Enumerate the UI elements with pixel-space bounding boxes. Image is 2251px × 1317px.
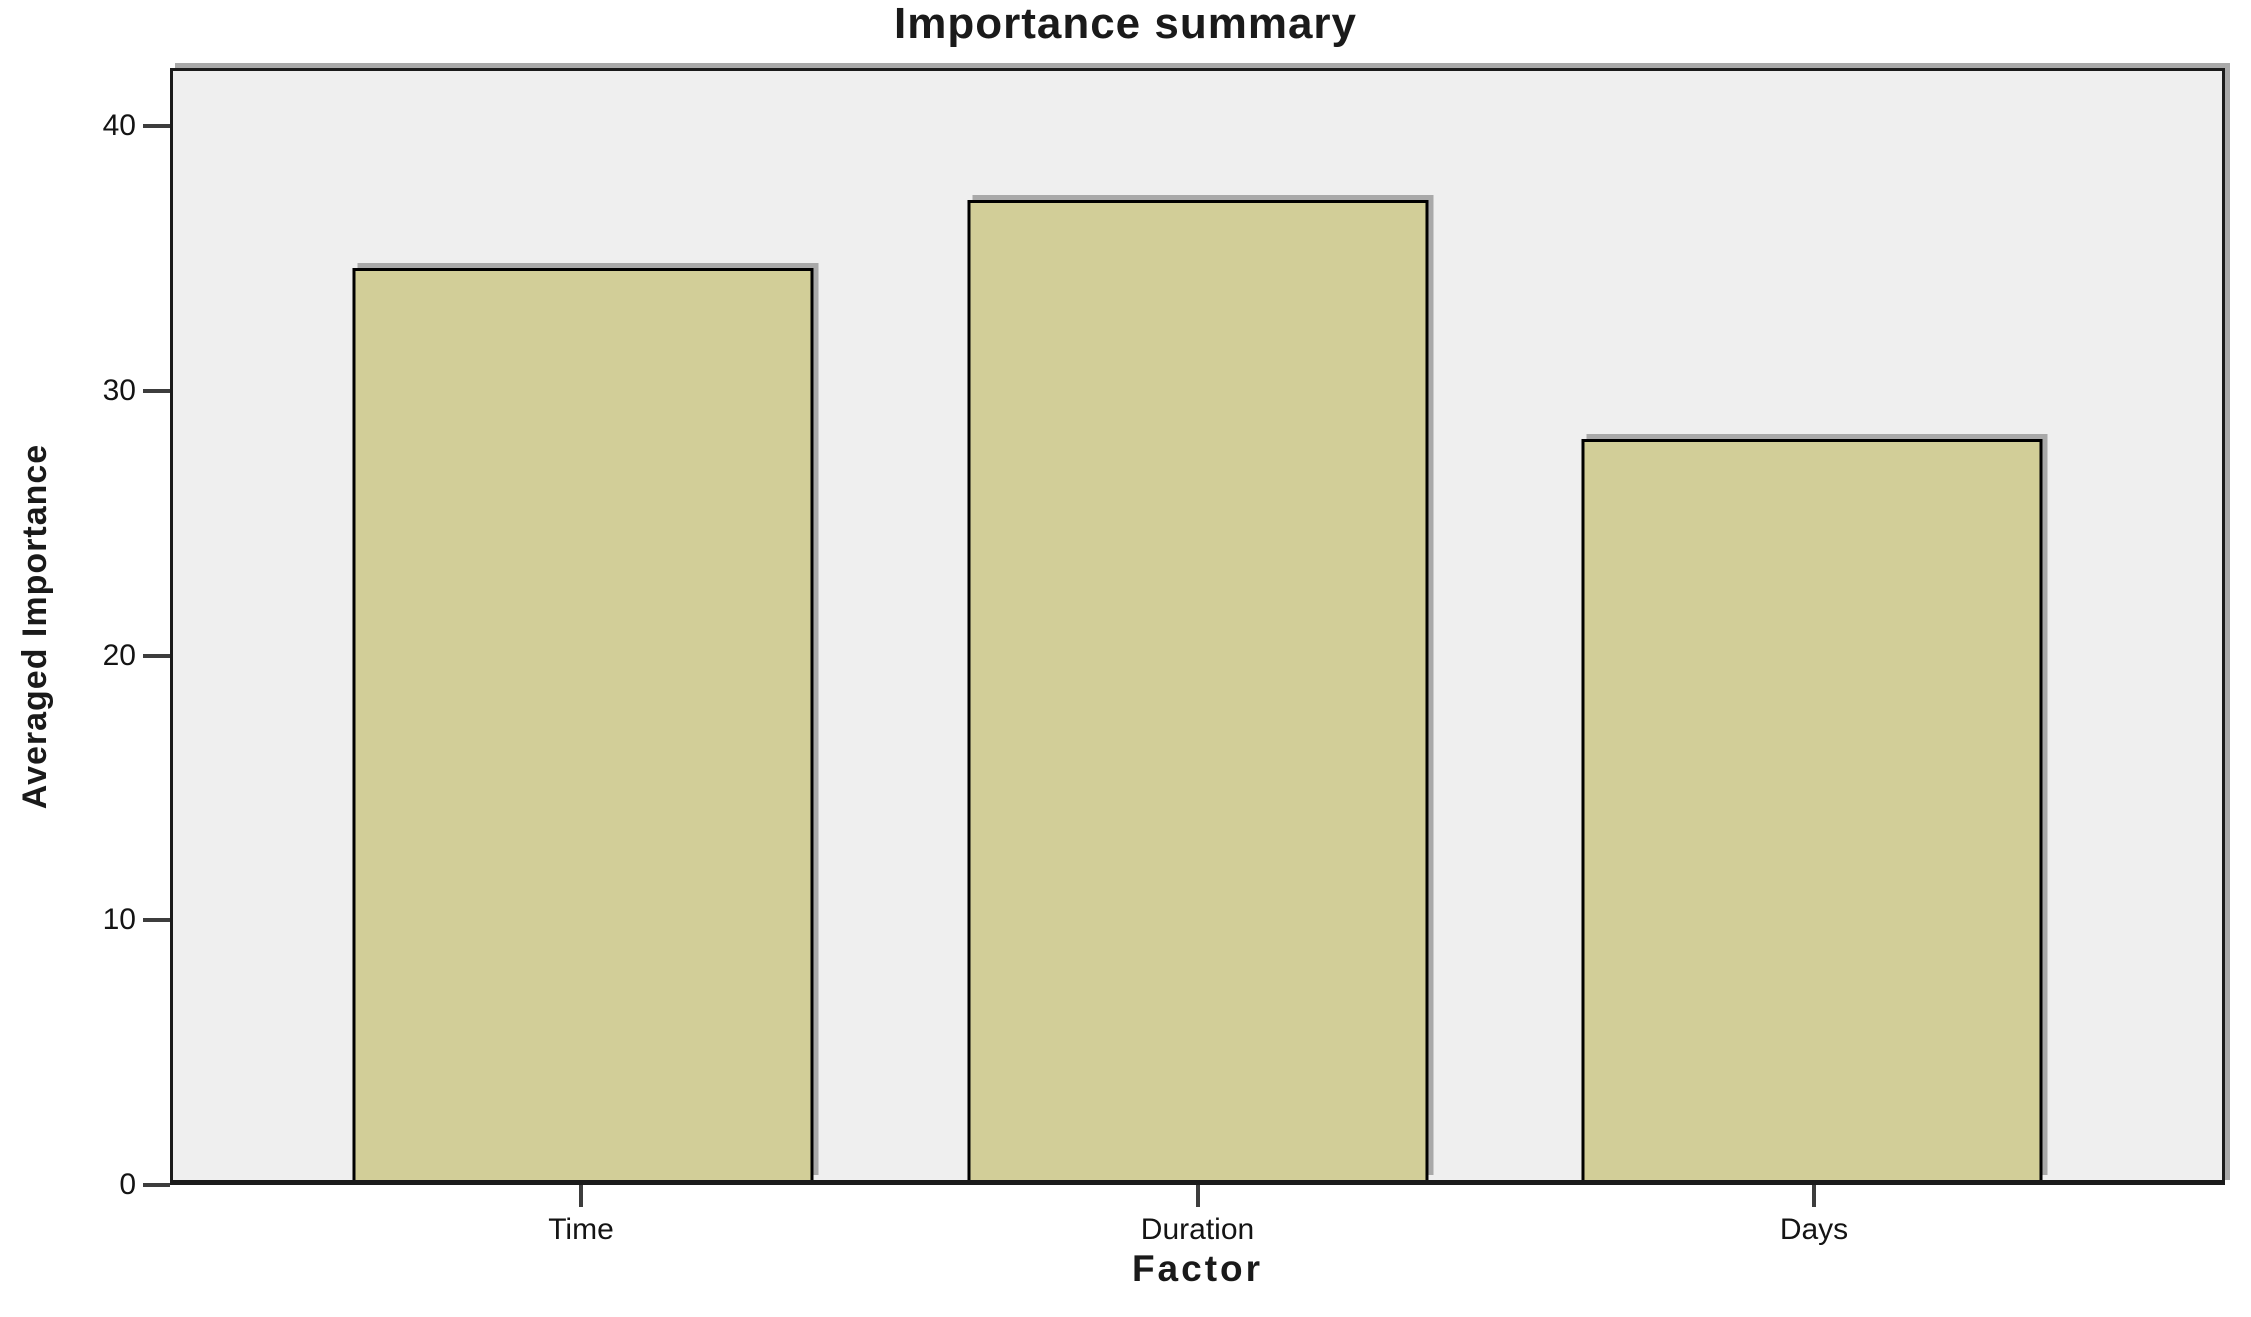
x-tick-label-time: Time xyxy=(548,1213,614,1246)
bar-time xyxy=(352,268,814,1180)
y-tick-mark xyxy=(143,124,170,129)
plot-area xyxy=(170,68,2225,1185)
y-tick-mark xyxy=(143,653,170,658)
y-tick-mark xyxy=(143,1183,170,1187)
x-axis-title: Factor xyxy=(1131,1248,1264,1289)
bar-series xyxy=(173,71,2222,1180)
x-tick-label-days: Days xyxy=(1779,1213,1849,1246)
y-tick-mark xyxy=(143,918,170,923)
y-tick-label: 0 xyxy=(119,1168,136,1201)
y-tick-label: 10 xyxy=(102,903,136,937)
y-tick-label: 30 xyxy=(102,373,136,407)
x-tick-mark xyxy=(1195,1185,1200,1207)
y-tick-mark xyxy=(143,388,170,393)
bar-duration xyxy=(966,199,1429,1180)
x-tick-mark xyxy=(1812,1185,1816,1207)
x-tick-mark xyxy=(579,1185,583,1207)
chart-title: Importance summary xyxy=(893,0,1358,48)
y-axis: 0 10 20 30 40 xyxy=(0,68,170,1200)
x-axis: Time Duration Days xyxy=(170,1185,2225,1280)
bar-days xyxy=(1581,438,2043,1180)
y-tick-label: 40 xyxy=(102,109,136,143)
x-tick-label-duration: Duration xyxy=(1140,1213,1255,1246)
y-tick-label: 20 xyxy=(102,638,136,672)
